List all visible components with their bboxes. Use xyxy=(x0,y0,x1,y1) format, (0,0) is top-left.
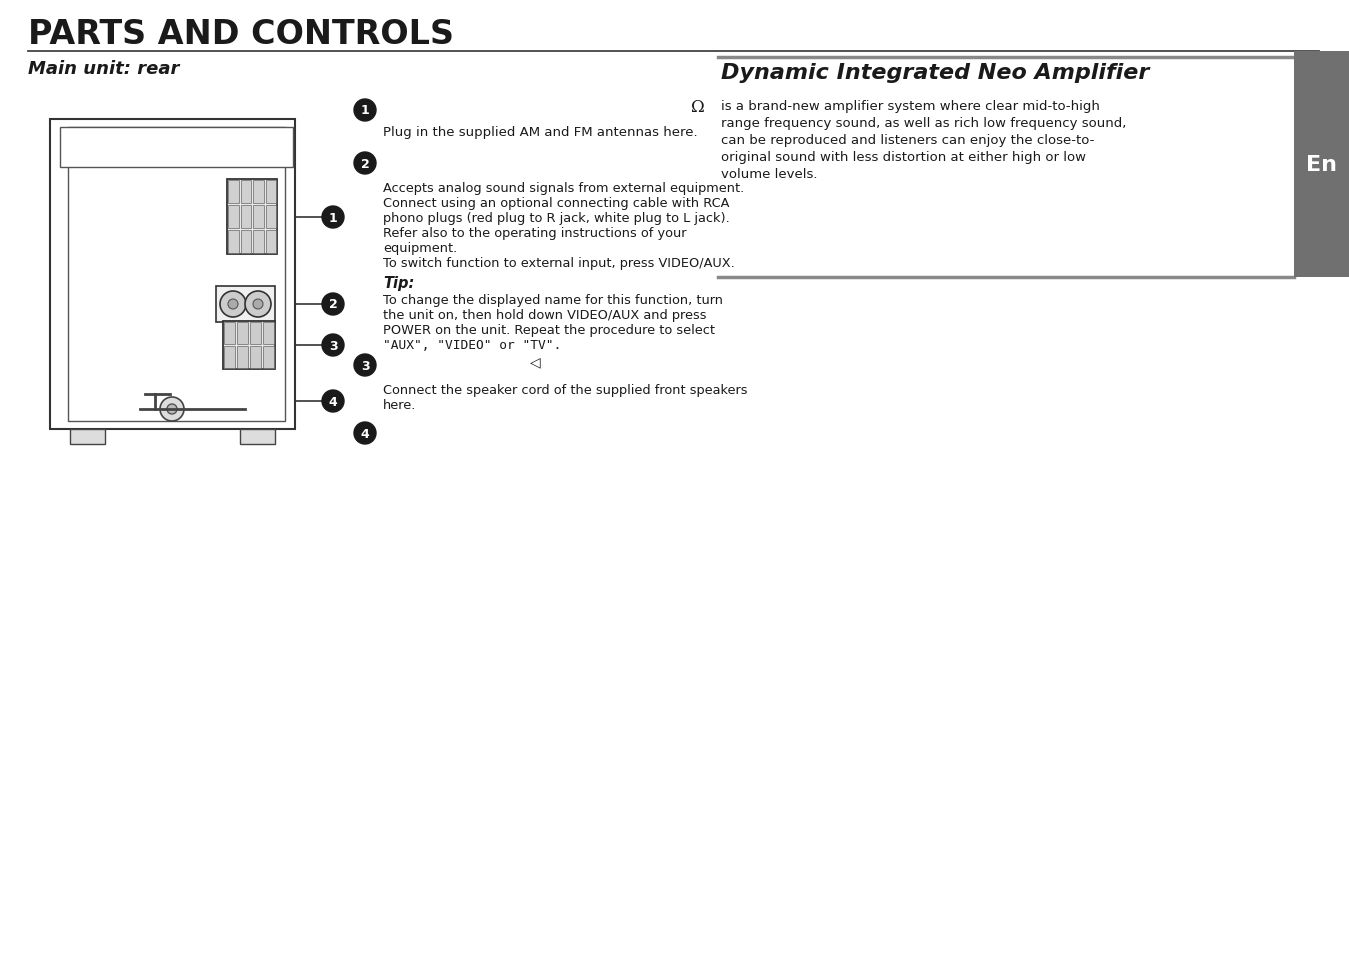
Text: original sound with less distortion at either high or low: original sound with less distortion at e… xyxy=(720,151,1086,164)
Text: here.: here. xyxy=(383,398,417,412)
Circle shape xyxy=(322,335,344,356)
Bar xyxy=(266,181,277,204)
Bar xyxy=(237,323,248,345)
Text: 4: 4 xyxy=(360,427,370,440)
Bar xyxy=(228,181,239,204)
Text: 2: 2 xyxy=(329,298,337,312)
Bar xyxy=(67,128,285,421)
Bar xyxy=(59,128,293,168)
Text: Connect the speaker cord of the supplied front speakers: Connect the speaker cord of the supplied… xyxy=(383,384,747,396)
Circle shape xyxy=(322,391,344,413)
Text: Connect using an optional connecting cable with RCA: Connect using an optional connecting cab… xyxy=(383,196,730,210)
Text: En: En xyxy=(1306,154,1337,174)
Text: Dynamic Integrated Neo Amplifier: Dynamic Integrated Neo Amplifier xyxy=(720,63,1149,83)
Text: Accepts analog sound signals from external equipment.: Accepts analog sound signals from extern… xyxy=(383,182,745,194)
Bar xyxy=(240,430,275,444)
Text: 2: 2 xyxy=(360,157,370,171)
Circle shape xyxy=(228,299,237,310)
Text: range frequency sound, as well as rich low frequency sound,: range frequency sound, as well as rich l… xyxy=(720,117,1126,130)
Bar xyxy=(254,181,263,204)
Bar xyxy=(228,231,239,253)
Text: 1: 1 xyxy=(360,105,370,117)
Bar xyxy=(266,231,277,253)
Text: ◁: ◁ xyxy=(530,355,541,369)
Bar xyxy=(250,347,260,369)
Circle shape xyxy=(353,355,376,376)
Bar xyxy=(1294,52,1349,277)
Text: "AUX", "VIDEO" or "TV".: "AUX", "VIDEO" or "TV". xyxy=(383,338,561,352)
Text: Ω: Ω xyxy=(691,98,706,115)
Text: phono plugs (red plug to R jack, white plug to L jack).: phono plugs (red plug to R jack, white p… xyxy=(383,212,730,225)
Text: PARTS AND CONTROLS: PARTS AND CONTROLS xyxy=(28,18,455,51)
Bar xyxy=(240,181,251,204)
Text: 3: 3 xyxy=(329,339,337,352)
Bar xyxy=(240,206,251,229)
Text: the unit on, then hold down VIDEO/AUX and press: the unit on, then hold down VIDEO/AUX an… xyxy=(383,309,707,322)
Bar xyxy=(223,322,275,370)
Circle shape xyxy=(246,292,271,317)
Text: 3: 3 xyxy=(360,359,370,372)
Text: Plug in the supplied AM and FM antennas here.: Plug in the supplied AM and FM antennas … xyxy=(383,126,697,139)
Text: Main unit: rear: Main unit: rear xyxy=(28,60,179,78)
Circle shape xyxy=(353,422,376,444)
Circle shape xyxy=(254,299,263,310)
Circle shape xyxy=(161,397,183,421)
Text: To change the displayed name for this function, turn: To change the displayed name for this fu… xyxy=(383,294,723,307)
Bar xyxy=(266,206,277,229)
Text: can be reproduced and listeners can enjoy the close-to-: can be reproduced and listeners can enjo… xyxy=(720,133,1094,147)
Bar xyxy=(237,347,248,369)
Circle shape xyxy=(353,152,376,174)
Bar xyxy=(224,347,235,369)
Circle shape xyxy=(220,292,246,317)
Text: To switch function to external input, press VIDEO/AUX.: To switch function to external input, pr… xyxy=(383,256,735,270)
Bar xyxy=(50,120,295,430)
Bar xyxy=(227,180,277,254)
Text: Refer also to the operating instructions of your: Refer also to the operating instructions… xyxy=(383,227,687,240)
Circle shape xyxy=(167,405,177,415)
Bar xyxy=(216,287,275,323)
Bar xyxy=(228,206,239,229)
Circle shape xyxy=(322,207,344,229)
Circle shape xyxy=(322,294,344,315)
Text: is a brand-new amplifier system where clear mid-to-high: is a brand-new amplifier system where cl… xyxy=(720,100,1099,112)
Bar xyxy=(70,430,105,444)
Bar xyxy=(240,231,251,253)
Text: POWER on the unit. Repeat the procedure to select: POWER on the unit. Repeat the procedure … xyxy=(383,324,715,336)
Text: equipment.: equipment. xyxy=(383,242,457,254)
Text: Tip:: Tip: xyxy=(383,275,414,291)
Text: volume levels.: volume levels. xyxy=(720,168,817,181)
Bar xyxy=(224,323,235,345)
Bar xyxy=(250,323,260,345)
Bar xyxy=(254,206,263,229)
Circle shape xyxy=(353,100,376,122)
Text: 4: 4 xyxy=(329,395,337,408)
Text: 1: 1 xyxy=(329,212,337,224)
Bar xyxy=(254,231,263,253)
Bar xyxy=(263,323,274,345)
Bar xyxy=(263,347,274,369)
